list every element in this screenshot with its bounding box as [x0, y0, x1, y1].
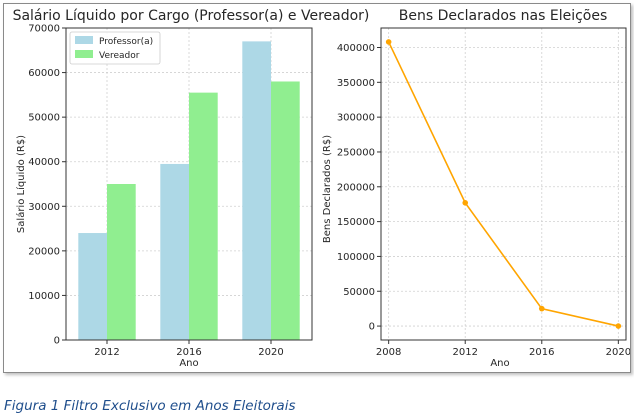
line-chart-x-ticks: 2008 2012 2016 2020	[376, 340, 630, 358]
line-y-tick-label-6: 300000	[337, 113, 375, 124]
bar-y-tick-label-7: 70000	[28, 24, 60, 35]
charts-figure: Salário Líquido por Cargo (Professor(a) …	[13, 8, 630, 369]
line-series-0	[387, 41, 619, 327]
line-point-2012	[462, 200, 469, 206]
bar-y-tick-label-2: 20000	[28, 246, 60, 257]
bar-vereador-2020	[271, 81, 300, 340]
legend-swatch-vereador	[75, 50, 93, 58]
bar-professor-a-2020	[242, 41, 271, 340]
line-chart-series	[385, 39, 622, 329]
bar-y-tick-label-3: 30000	[28, 202, 60, 213]
line-chart-x-label: Ano	[490, 358, 509, 369]
line-y-tick-label-5: 250000	[337, 147, 375, 158]
bar-y-tick-label-6: 60000	[28, 68, 60, 79]
bar-x-tick-label-1: 2016	[176, 347, 201, 358]
line-point-2008	[385, 39, 392, 45]
line-point-2020	[615, 323, 622, 329]
line-x-tick-label-2: 2016	[529, 347, 554, 358]
bar-x-tick-label-2: 2020	[258, 347, 283, 358]
bar-chart-x-label: Ano	[179, 358, 198, 369]
bar-y-tick-label-5: 50000	[28, 113, 60, 124]
legend-label-vereador: Vereador	[99, 51, 140, 61]
bar-professor-a-2016	[160, 163, 189, 340]
legend-swatch-professor	[75, 36, 93, 44]
bar-chart-title: Salário Líquido por Cargo (Professor(a) …	[13, 8, 370, 24]
bar-professor-a-2012	[78, 233, 107, 340]
bar-vereador-2012	[107, 184, 136, 340]
bar-chart-y-label: Salário Líquido (R$)	[15, 135, 27, 233]
line-chart-title: Bens Declarados nas Eleições	[399, 8, 608, 24]
bar-chart: Salário Líquido por Cargo (Professor(a) …	[13, 8, 370, 369]
line-chart-y-ticks: 0 50000 100000 150000 200000 250000 300000 3500…	[337, 43, 381, 333]
line-chart-y-label: Bens Declarados (R$)	[322, 135, 333, 243]
line-x-tick-label-3: 2020	[606, 347, 630, 358]
bar-y-tick-label-1: 10000	[28, 291, 60, 302]
bar-chart-legend: Professor(a) Vereador	[69, 31, 161, 65]
bar-chart-bars	[78, 41, 300, 340]
line-chart-grid	[381, 28, 626, 340]
legend-label-professor: Professor(a)	[99, 37, 153, 47]
line-chart-plot-frame	[380, 27, 627, 341]
line-x-tick-label-0: 2008	[376, 347, 401, 358]
bar-vereador-2016	[189, 92, 218, 340]
line-y-tick-label-4: 200000	[337, 182, 375, 193]
line-y-tick-label-0: 0	[369, 322, 375, 333]
bar-y-tick-label-0: 0	[54, 336, 60, 347]
line-y-tick-label-7: 350000	[337, 78, 375, 89]
bar-chart-y-ticks: 0 10000 20000 30000 40000 50000 60000 70000	[28, 24, 66, 347]
bar-chart-x-ticks: 2012 2016 2020	[94, 340, 284, 358]
line-y-tick-label-3: 150000	[337, 217, 375, 228]
figure-caption: Figura 1 Filtro Exclusivo em Anos Eleito…	[4, 398, 296, 414]
bar-y-tick-label-4: 40000	[28, 157, 60, 168]
line-y-tick-label-2: 100000	[337, 252, 375, 263]
line-y-tick-label-8: 400000	[337, 43, 375, 54]
bar-x-tick-label-0: 2012	[94, 347, 119, 358]
line-y-tick-label-1: 50000	[343, 287, 375, 298]
figure-frame: Salário Líquido por Cargo (Professor(a) …	[3, 3, 631, 373]
line-chart: Bens Declarados nas Eleições 0 50000 10000…	[322, 8, 630, 369]
line-point-2016	[538, 305, 545, 312]
line-x-tick-label-1: 2012	[452, 347, 477, 358]
